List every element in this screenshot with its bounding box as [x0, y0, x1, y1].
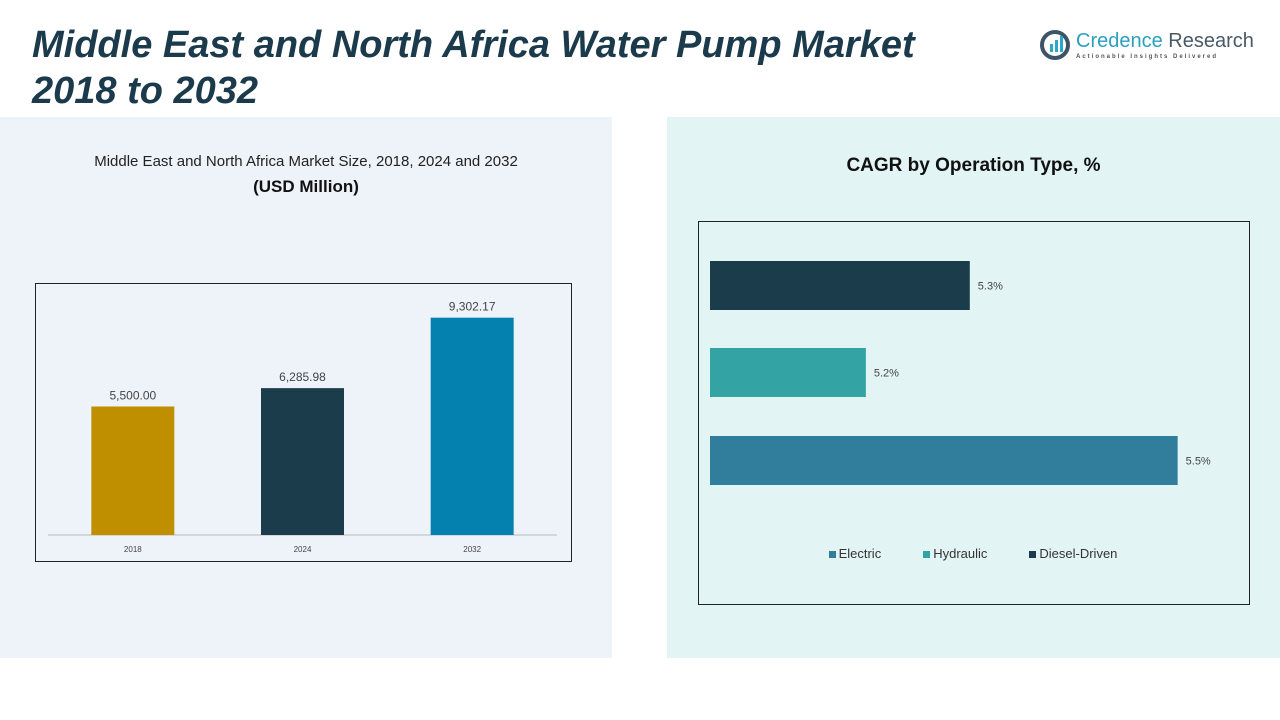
x-tick-2018: 2018 [124, 545, 142, 554]
market-size-chart-frame [35, 283, 572, 562]
bar-electric [710, 436, 1178, 485]
data-label-diesel-driven: 5.3% [978, 281, 1003, 293]
legend-item-diesel-driven: Diesel-Driven [1029, 546, 1117, 561]
data-label-2032: 9,302.17 [449, 300, 496, 314]
cagr-chart-frame [698, 221, 1250, 605]
logo-chart-icon [1040, 30, 1070, 60]
bar-hydraulic [710, 348, 866, 397]
bar-2032 [430, 317, 514, 535]
legend-item-hydraulic: Hydraulic [923, 546, 987, 561]
bar-2024 [261, 388, 344, 535]
cagr-chart-title: CAGR by Operation Type, % [846, 155, 1101, 176]
market-size-chart-subtitle: (USD Million) [253, 177, 359, 196]
data-label-electric: 5.5% [1186, 456, 1211, 468]
data-label-hydraulic: 5.2% [874, 368, 899, 380]
data-label-2024: 6,285.98 [279, 370, 326, 384]
bar-2018 [91, 406, 175, 535]
market-size-chart-title: Middle East and North Africa Market Size… [94, 153, 518, 170]
data-label-2018: 5,500.00 [109, 388, 156, 402]
legend-item-electric: Electric [828, 546, 881, 561]
cagr-legend: Electric Hydraulic Diesel-Driven [698, 546, 1248, 561]
x-tick-2032: 2032 [463, 545, 481, 554]
credence-research-logo: Credence Research Actionable Insights De… [1040, 30, 1254, 60]
x-tick-2024: 2024 [294, 545, 312, 554]
bar-diesel-driven [710, 261, 970, 310]
page-title: Middle East and North Africa Water Pump … [32, 24, 915, 112]
